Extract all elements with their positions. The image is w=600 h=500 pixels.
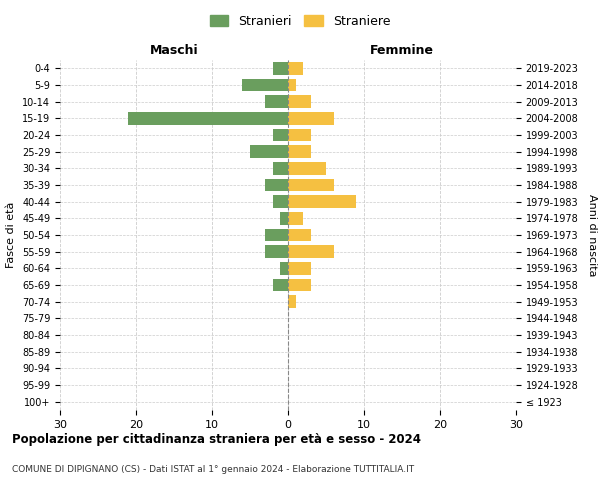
Text: Popolazione per cittadinanza straniera per età e sesso - 2024: Popolazione per cittadinanza straniera p… bbox=[12, 432, 421, 446]
Bar bbox=[265, 96, 288, 108]
Bar bbox=[273, 196, 288, 208]
Text: Maschi: Maschi bbox=[149, 44, 199, 57]
Bar bbox=[288, 262, 311, 274]
Bar bbox=[273, 162, 288, 174]
Bar bbox=[273, 279, 288, 291]
Bar bbox=[288, 96, 311, 108]
Bar bbox=[273, 129, 288, 141]
Bar bbox=[288, 62, 303, 74]
Bar bbox=[288, 212, 303, 224]
Legend: Stranieri, Straniere: Stranieri, Straniere bbox=[206, 11, 394, 32]
Bar bbox=[288, 79, 296, 92]
Bar bbox=[242, 79, 288, 92]
Bar bbox=[250, 146, 288, 158]
Bar bbox=[273, 62, 288, 74]
Bar bbox=[128, 112, 288, 124]
Text: COMUNE DI DIPIGNANO (CS) - Dati ISTAT al 1° gennaio 2024 - Elaborazione TUTTITAL: COMUNE DI DIPIGNANO (CS) - Dati ISTAT al… bbox=[12, 465, 414, 474]
Bar bbox=[288, 296, 296, 308]
Y-axis label: Fasce di età: Fasce di età bbox=[7, 202, 16, 268]
Bar bbox=[288, 146, 311, 158]
Bar bbox=[288, 112, 334, 124]
Bar bbox=[288, 246, 334, 258]
Bar bbox=[288, 179, 334, 192]
Bar bbox=[280, 262, 288, 274]
Bar bbox=[288, 229, 311, 241]
Bar bbox=[265, 229, 288, 241]
Text: Femmine: Femmine bbox=[370, 44, 434, 57]
Bar bbox=[288, 162, 326, 174]
Bar bbox=[265, 179, 288, 192]
Bar bbox=[288, 196, 356, 208]
Bar bbox=[288, 129, 311, 141]
Bar bbox=[265, 246, 288, 258]
Bar bbox=[280, 212, 288, 224]
Bar bbox=[288, 279, 311, 291]
Y-axis label: Anni di nascita: Anni di nascita bbox=[587, 194, 597, 276]
